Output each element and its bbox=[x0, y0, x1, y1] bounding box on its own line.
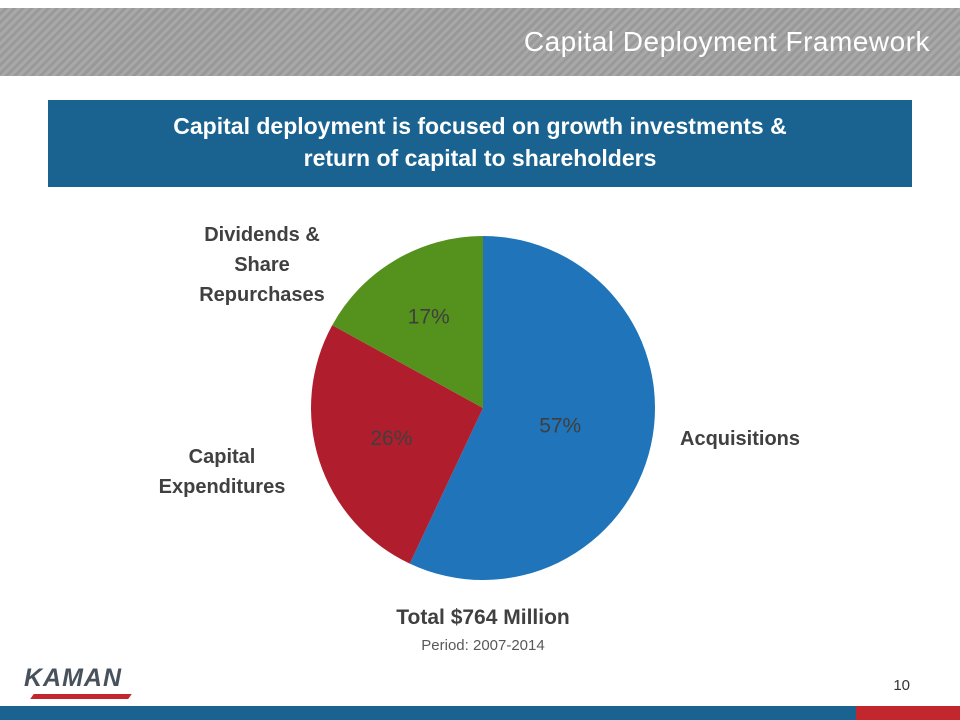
footer-bar-red-segment bbox=[856, 706, 960, 720]
page-number: 10 bbox=[893, 677, 910, 694]
pie-chart: 57% 26% 17% bbox=[311, 236, 656, 580]
chart-period-label: Period: 2007-2014 bbox=[421, 637, 545, 654]
banner-line-2: return of capital to shareholders bbox=[303, 145, 657, 171]
label-dividends-share-repurchases: Dividends & Share Repurchases bbox=[199, 224, 325, 306]
banner-line-1: Capital deployment is focused on growth … bbox=[173, 113, 787, 139]
kaman-logo-underline bbox=[30, 694, 132, 699]
kaman-logo: KAMAN bbox=[24, 664, 132, 699]
label-capital-expenditures: Capital Expenditures bbox=[158, 446, 286, 498]
chart-total-label: Total $764 Million bbox=[396, 606, 570, 629]
pie-slice-value-2: 17% bbox=[408, 306, 450, 329]
kaman-logo-text: KAMAN bbox=[24, 664, 123, 692]
slide-title-band: Capital Deployment Framework bbox=[0, 8, 960, 76]
label-acquisitions: Acquisitions bbox=[680, 428, 801, 450]
pie-slice-2 bbox=[332, 236, 483, 408]
pie-slice-0 bbox=[409, 236, 656, 580]
footer-bar bbox=[0, 706, 960, 720]
footer-bar-blue-segment bbox=[0, 706, 856, 720]
key-message-banner: Capital deployment is focused on growth … bbox=[48, 100, 912, 187]
page-title: Capital Deployment Framework bbox=[523, 26, 930, 57]
pie-slice-value-0: 57% bbox=[539, 415, 581, 438]
pie-slice-1 bbox=[311, 325, 483, 564]
pie-slice-value-1: 26% bbox=[370, 427, 412, 450]
